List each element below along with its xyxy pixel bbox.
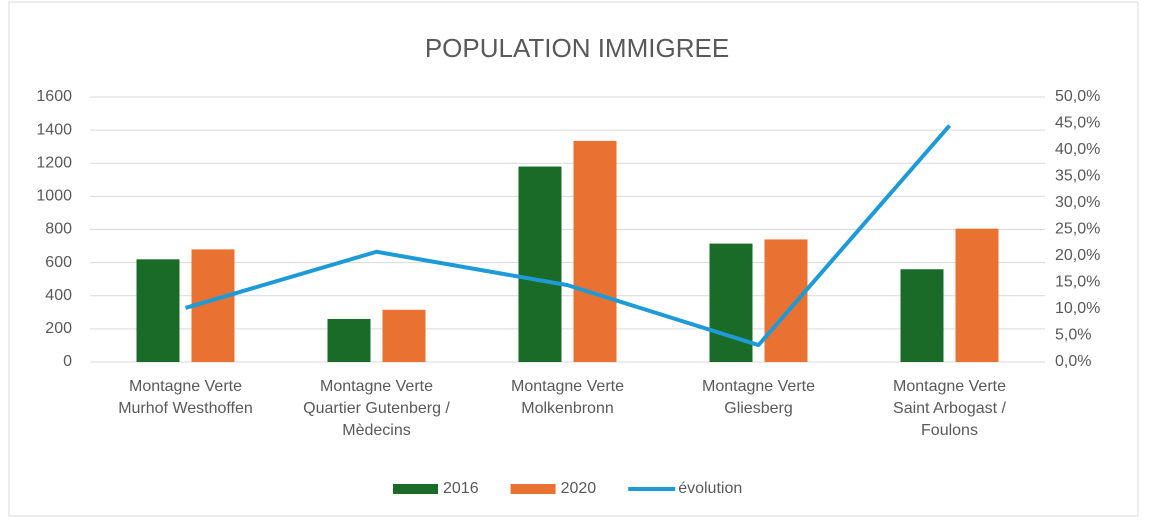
y-tick-label: 200	[45, 320, 72, 337]
y-tick-label: 1400	[36, 121, 72, 138]
legend-swatch	[393, 484, 438, 494]
y-tick-label: 0	[63, 353, 72, 370]
x-tick-label: Foulons	[921, 422, 978, 439]
x-tick-label: Montagne Verte	[702, 378, 815, 395]
x-tick-label: Montagne Verte	[511, 378, 624, 395]
bar	[709, 243, 753, 362]
legend-label: 2016	[443, 480, 479, 497]
y-tick-label: 600	[45, 254, 72, 271]
chart-title: POPULATION IMMIGREE	[425, 33, 729, 63]
legend-swatch	[510, 484, 556, 494]
y2-tick-label: 45,0%	[1055, 115, 1100, 132]
bar	[327, 318, 371, 362]
y-tick-label: 1600	[36, 88, 72, 105]
y2-tick-label: 15,0%	[1055, 274, 1100, 291]
bar	[900, 269, 944, 362]
y2-tick-label: 0,0%	[1055, 353, 1091, 370]
legend-label: 2020	[561, 480, 597, 497]
x-tick-label: Quartier Gutenberg /	[303, 400, 450, 417]
y2-tick-label: 25,0%	[1055, 221, 1100, 238]
x-tick-label: Montagne Verte	[320, 378, 433, 395]
x-tick-label: Mèdecins	[342, 422, 410, 439]
x-tick-label: Montagne Verte	[129, 378, 242, 395]
y-tick-label: 400	[45, 287, 72, 304]
y-tick-label: 800	[45, 221, 72, 238]
y2-tick-label: 35,0%	[1055, 168, 1100, 185]
x-tick-label: Saint Arbogast /	[893, 400, 1007, 417]
bar	[382, 309, 426, 362]
bar	[573, 140, 617, 362]
y2-tick-label: 20,0%	[1055, 247, 1100, 264]
bar	[764, 239, 808, 362]
y-tick-label: 1000	[36, 188, 72, 205]
x-tick-label: Murhof Westhoffen	[118, 400, 253, 417]
y2-tick-label: 10,0%	[1055, 300, 1100, 317]
y2-tick-label: 5,0%	[1055, 327, 1091, 344]
x-tick-label: Montagne Verte	[893, 378, 1006, 395]
bar	[136, 259, 180, 362]
y-tick-label: 1200	[36, 154, 72, 171]
legend-label: évolution	[678, 480, 742, 497]
y2-tick-label: 30,0%	[1055, 194, 1100, 211]
bar	[518, 166, 562, 362]
x-tick-label: Gliesberg	[724, 400, 792, 417]
y2-tick-label: 50,0%	[1055, 88, 1100, 105]
y2-tick-label: 40,0%	[1055, 141, 1100, 158]
bar	[955, 228, 999, 362]
x-tick-label: Molkenbronn	[521, 400, 614, 417]
line	[184, 124, 952, 348]
